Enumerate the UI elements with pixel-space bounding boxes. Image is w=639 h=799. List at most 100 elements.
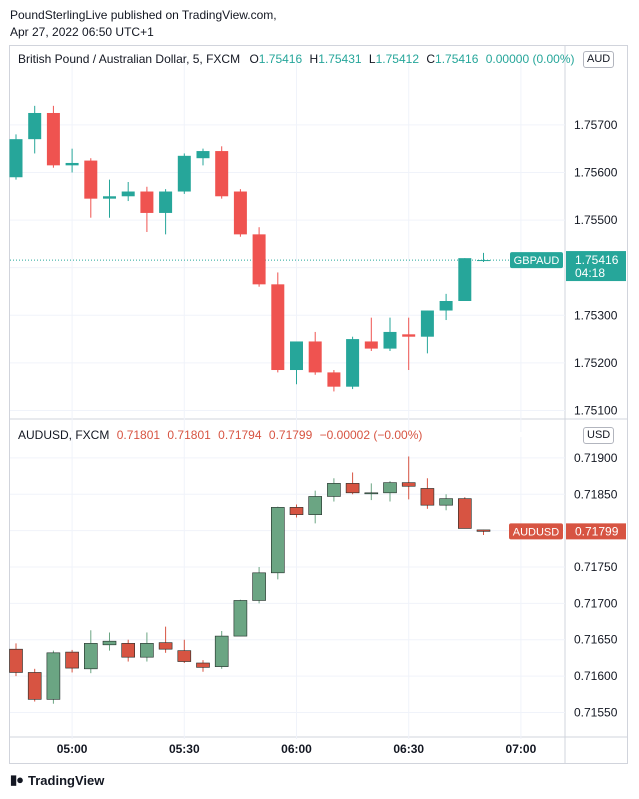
publisher-line: PoundSterlingLive published on TradingVi… xyxy=(10,8,277,22)
gbpaud-candle-body xyxy=(159,191,173,213)
x-tick-label: 05:00 xyxy=(57,742,88,756)
audusd-symbol-badge xyxy=(509,523,563,540)
tradingview-logo-icon: ▮● xyxy=(10,772,24,787)
gbpaud-symbol-badge xyxy=(510,252,563,269)
gbpaud-candle-body xyxy=(458,258,472,301)
gbpaud-candle-body xyxy=(252,234,266,285)
audusd-candle-body xyxy=(252,572,266,601)
gbpaud-y-tick-label: 1.75200 xyxy=(574,356,618,370)
gbpaud-y-tick-label: 1.75500 xyxy=(574,213,618,227)
close-value: 1.75416 xyxy=(435,52,479,66)
audusd-candle-body xyxy=(46,652,61,700)
audusd-candle-body xyxy=(327,483,341,497)
audusd-open: 0.71801 xyxy=(116,428,161,442)
audusd-legend: AUDUSD, FXCM 0.71801 0.71801 0.71794 0.7… xyxy=(18,428,422,442)
gbpaud-price-badge-text: 1.75416 xyxy=(575,253,619,267)
audusd-candle-body xyxy=(308,496,323,515)
high-label: H xyxy=(309,52,319,66)
gbpaud-candle-body xyxy=(383,331,397,349)
gbpaud-y-tick-label: 1.75100 xyxy=(574,403,618,417)
gbpaud-candle-body xyxy=(308,341,322,373)
currency-unit-aud[interactable]: AUD xyxy=(583,51,615,68)
audusd-candle-body xyxy=(84,643,98,670)
audusd-candle-body xyxy=(457,498,472,529)
tradingview-brand: TradingView xyxy=(28,772,105,788)
gbpaud-candle-body xyxy=(271,284,285,371)
low-value: 1.75412 xyxy=(375,52,419,66)
gbpaud-candle-body xyxy=(364,341,378,349)
gbpaud-candle-body xyxy=(103,196,116,199)
audusd-y-tick-label: 0.71850 xyxy=(574,487,618,501)
gbpaud-candle-body xyxy=(346,339,360,387)
chart-frame xyxy=(9,45,628,764)
gbpaud-candle-body xyxy=(9,139,23,178)
close-label: C xyxy=(426,52,436,66)
gbpaud-candle-body xyxy=(65,162,79,166)
gbpaud-symbol: British Pound / Australian Dollar, 5, FX… xyxy=(18,52,241,66)
x-tick-label: 05:30 xyxy=(169,742,200,756)
audusd-symbol: AUDUSD, FXCM xyxy=(18,428,110,442)
audusd-candle-body xyxy=(439,498,453,506)
gbpaud-candle-body xyxy=(439,301,453,311)
gbpaud-candle-body xyxy=(46,112,60,166)
gbpaud-candle-body xyxy=(477,260,490,262)
x-tick-label: 06:30 xyxy=(393,742,424,756)
gbpaud-candle-body xyxy=(177,155,191,192)
audusd-candle-body xyxy=(233,600,248,637)
audusd-price-badge-text: 0.71799 xyxy=(575,524,619,538)
open-label: O xyxy=(249,52,259,66)
gbpaud-candle-body xyxy=(140,191,154,213)
gbpaud-candle-body xyxy=(290,341,303,371)
audusd-candle-body xyxy=(158,642,173,650)
audusd-candle-body xyxy=(270,507,285,574)
low-label: L xyxy=(368,52,376,66)
audusd-y-tick-label: 0.71900 xyxy=(574,451,618,465)
audusd-y-tick-label: 0.71700 xyxy=(574,596,618,610)
audusd-candle-body xyxy=(9,648,23,673)
gbpaud-candle-body xyxy=(28,112,42,140)
audusd-candle-body xyxy=(383,482,397,494)
currency-unit-usd[interactable]: USD xyxy=(583,427,615,444)
gbpaud-candle-body xyxy=(121,191,135,197)
audusd-candle-body xyxy=(102,640,117,646)
audusd-close: 0.71799 xyxy=(268,428,313,442)
audusd-candle-body xyxy=(345,483,360,494)
audusd-candle-body xyxy=(401,482,416,487)
audusd-candle-body xyxy=(364,492,379,495)
audusd-y-tick-label: 0.71750 xyxy=(574,560,618,574)
audusd-y-tick-label: 0.71650 xyxy=(574,633,618,647)
audusd-candle-body xyxy=(177,650,192,662)
audusd-candle-body xyxy=(476,529,491,532)
audusd-candle-body xyxy=(420,488,435,506)
gbpaud-y-tick-label: 1.75600 xyxy=(574,165,618,179)
gbpaud-y-tick-label: 1.75300 xyxy=(574,308,618,322)
open-value: 1.75416 xyxy=(258,52,303,66)
audusd-candle-body xyxy=(214,635,229,667)
audusd-candle-body xyxy=(65,651,79,669)
gbpaud-legend: British Pound / Australian Dollar, 5, FX… xyxy=(18,52,574,66)
gbpaud-price-badge xyxy=(566,251,626,282)
tradingview-footer[interactable]: ▮● TradingView xyxy=(10,772,104,788)
audusd-change: −0.00002 (−0.00%) xyxy=(319,428,423,442)
gbpaud-symbol-badge-text: GBPAUD xyxy=(514,255,560,267)
high-value: 1.75431 xyxy=(318,52,362,66)
change-value: 0.00000 (0.00%) xyxy=(485,52,575,66)
gbpaud-candle-body xyxy=(233,191,247,235)
audusd-y-tick-label: 0.71600 xyxy=(574,669,618,683)
audusd-candle-body xyxy=(196,662,210,668)
gbpaud-candle-body xyxy=(402,334,416,337)
publish-date: Apr 27, 2022 06:50 UTC+1 xyxy=(10,25,154,39)
gbpaud-candle-body xyxy=(420,310,434,337)
publisher-header: PoundSterlingLive published on TradingVi… xyxy=(10,7,277,41)
gbpaud-candle-body xyxy=(84,160,98,199)
gbpaud-y-tick-label: 1.75700 xyxy=(574,118,618,132)
audusd-candle-body xyxy=(121,643,135,658)
gbpaud-countdown-text: 04:18 xyxy=(575,266,605,280)
audusd-price-badge xyxy=(566,523,626,540)
gbpaud-candle-body xyxy=(215,151,229,197)
x-tick-label: 06:00 xyxy=(281,742,312,756)
audusd-low: 0.71794 xyxy=(218,428,262,442)
audusd-candle-body xyxy=(27,672,42,700)
x-tick-label: 07:00 xyxy=(506,742,537,756)
